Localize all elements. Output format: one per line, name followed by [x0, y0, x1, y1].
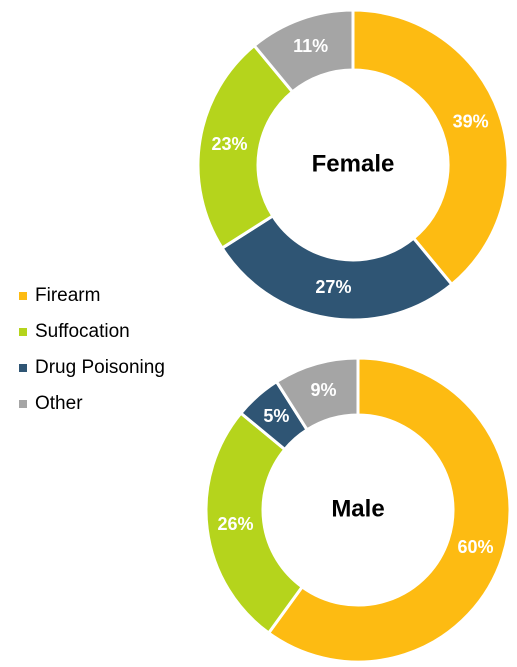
legend-swatch [19, 400, 27, 408]
donut-slice [220, 213, 454, 322]
value-label: 27% [315, 277, 351, 297]
value-label: 39% [453, 111, 489, 131]
legend-label: Other [35, 393, 83, 414]
legend-label: Suffocation [35, 321, 130, 342]
donut-slice [196, 43, 295, 251]
value-label: 23% [212, 134, 248, 154]
legend-swatch [19, 292, 27, 300]
donut-slice [204, 410, 305, 636]
legend-swatch [19, 364, 27, 372]
donut-slice [266, 356, 512, 664]
chart-title: Female [312, 150, 395, 177]
donut-slice [252, 8, 355, 94]
value-label: 11% [293, 36, 328, 56]
value-label: 5% [263, 406, 289, 426]
donut-slice [351, 8, 510, 287]
legend-swatch [19, 328, 27, 336]
legend-label: Drug Poisoning [35, 357, 165, 378]
value-label: 9% [311, 380, 337, 400]
donut-slice [274, 356, 360, 432]
chart-title: Male [331, 495, 384, 522]
value-label: 60% [457, 537, 493, 557]
value-label: 26% [217, 514, 253, 534]
legend-label: Firearm [35, 285, 100, 306]
